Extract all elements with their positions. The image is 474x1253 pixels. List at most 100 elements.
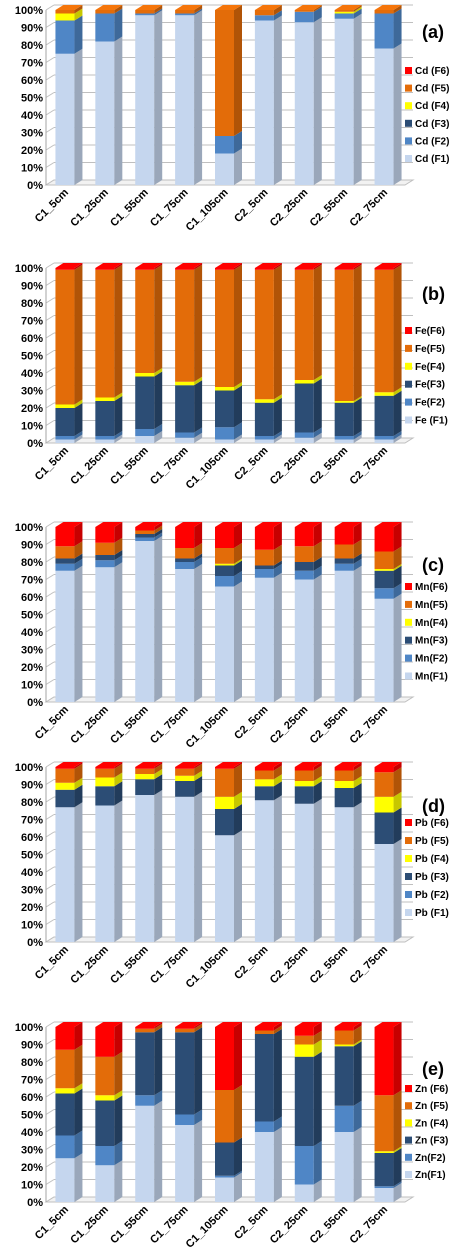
bar-segment [175, 1028, 195, 1033]
bar-segment [374, 10, 394, 14]
bar-segment [95, 542, 115, 555]
y-tick-label: 60% [21, 333, 43, 345]
bar-segment [135, 774, 155, 780]
bar-segment-side [393, 43, 402, 185]
gridline-depth [45, 1161, 55, 1168]
bar-segment-side [194, 553, 203, 562]
y-tick-label: 70% [21, 1075, 43, 1087]
bar-segment [334, 807, 354, 942]
x-tick-label: C1_5cm [33, 186, 71, 224]
bar-segment-side [353, 776, 362, 788]
bar-segment-side [393, 807, 402, 844]
bar-C1_105cm [215, 1022, 242, 1202]
bar-segment [374, 1095, 394, 1152]
bar-segment [135, 537, 155, 541]
bar-segment-side [313, 781, 322, 804]
y-tick-label: 90% [21, 540, 43, 552]
bar-segment-side [74, 1083, 83, 1094]
bar-segment-side [273, 431, 282, 440]
x-tick-label: C1_55cm [108, 186, 151, 229]
bar-segment-side [273, 1127, 282, 1202]
gridline-depth [45, 679, 55, 685]
bar-segment-side [114, 392, 123, 401]
legend-swatch [405, 1085, 412, 1092]
bar-segment-side [194, 1109, 203, 1125]
legend-label: Pb (F2) [415, 890, 449, 901]
bar-C1_5cm [55, 762, 83, 942]
bar-segment-side [353, 539, 362, 559]
bar-segment-side [74, 431, 83, 440]
bar-segment [175, 775, 195, 781]
legend-swatch [405, 837, 412, 844]
bar-C1_5cm [55, 1022, 83, 1202]
bar-segment [55, 439, 75, 443]
y-tick-label: 70% [21, 58, 43, 70]
bar-segment [95, 397, 115, 401]
bar-C2_25cm [294, 1022, 322, 1202]
bar-segment [334, 781, 354, 788]
legend-swatch [405, 398, 412, 406]
gridline-depth [45, 4, 55, 11]
bar-segment-side [353, 1127, 362, 1202]
bar-segment-side [74, 5, 83, 14]
bar-segment-side [194, 564, 203, 702]
bar-C2_55cm [334, 1022, 362, 1202]
x-tick-label: C1_55cm [108, 703, 151, 746]
bar-segment [95, 567, 115, 702]
bar-segment [215, 1175, 234, 1178]
bar-segment-side [154, 431, 163, 443]
bar-segment [95, 1027, 115, 1057]
y-tick-label: 0% [27, 438, 43, 450]
bar-segment [254, 15, 274, 21]
bar-segment [374, 268, 394, 270]
legend-swatch [405, 909, 412, 916]
bar-segment [294, 1146, 314, 1185]
bar-segment-side [393, 431, 402, 440]
bar-segment-side [353, 565, 362, 702]
bar-segment [294, 10, 314, 12]
bar-segment-side [393, 583, 402, 599]
gridline-depth [45, 1144, 55, 1150]
bar-segment-side [313, 378, 322, 433]
bar-segment [215, 1142, 234, 1176]
legend-label: Zn(F2) [415, 1153, 446, 1164]
legend: Cd (F6) Cd (F5) Cd (F4) Cd (F3) Cd (F2) Cd (F… [405, 66, 449, 165]
legend-swatch [405, 137, 412, 145]
bar-segment [55, 1088, 75, 1094]
bar-segment-side [393, 839, 402, 942]
bar-segment [175, 767, 195, 769]
bar-top [95, 762, 123, 767]
legend-label: Cd (F6) [415, 66, 449, 77]
bar-top [334, 5, 362, 10]
bar-segment-side [313, 1022, 322, 1036]
bar-segment [55, 1027, 75, 1050]
bar-segment-side [74, 399, 83, 408]
bar-segment [95, 555, 115, 561]
bar-segment [95, 786, 115, 806]
bar-segment [135, 1095, 155, 1106]
bar-top [175, 762, 203, 767]
y-tick-label: 50% [21, 610, 43, 622]
gridline-depth [45, 57, 55, 63]
gridline-depth [45, 367, 55, 374]
bar-C2_75cm [374, 522, 402, 702]
bar-segment [215, 427, 234, 440]
bar-segment [294, 546, 314, 562]
bar-C2_55cm [334, 522, 362, 702]
bar-top [254, 5, 282, 10]
bar-top [334, 263, 362, 268]
bar-segment [135, 530, 155, 534]
bar-segment-side [154, 5, 163, 14]
legend-label: Fe(F4) [415, 362, 445, 373]
bar-segment-side [273, 774, 282, 787]
gridline-depth [45, 539, 55, 545]
x-tick-label: C2_5cm [232, 186, 270, 224]
bar-segment [334, 1132, 354, 1202]
legend-label: Pb (F1) [415, 908, 449, 919]
x-tick-label: C2_75cm [348, 703, 391, 746]
bar-segment [135, 779, 155, 795]
y-tick-label: 30% [21, 128, 43, 140]
bar-C1_25cm [95, 762, 123, 942]
x-tick-label: C1_105cm [184, 444, 231, 491]
bar-segment [374, 772, 394, 797]
